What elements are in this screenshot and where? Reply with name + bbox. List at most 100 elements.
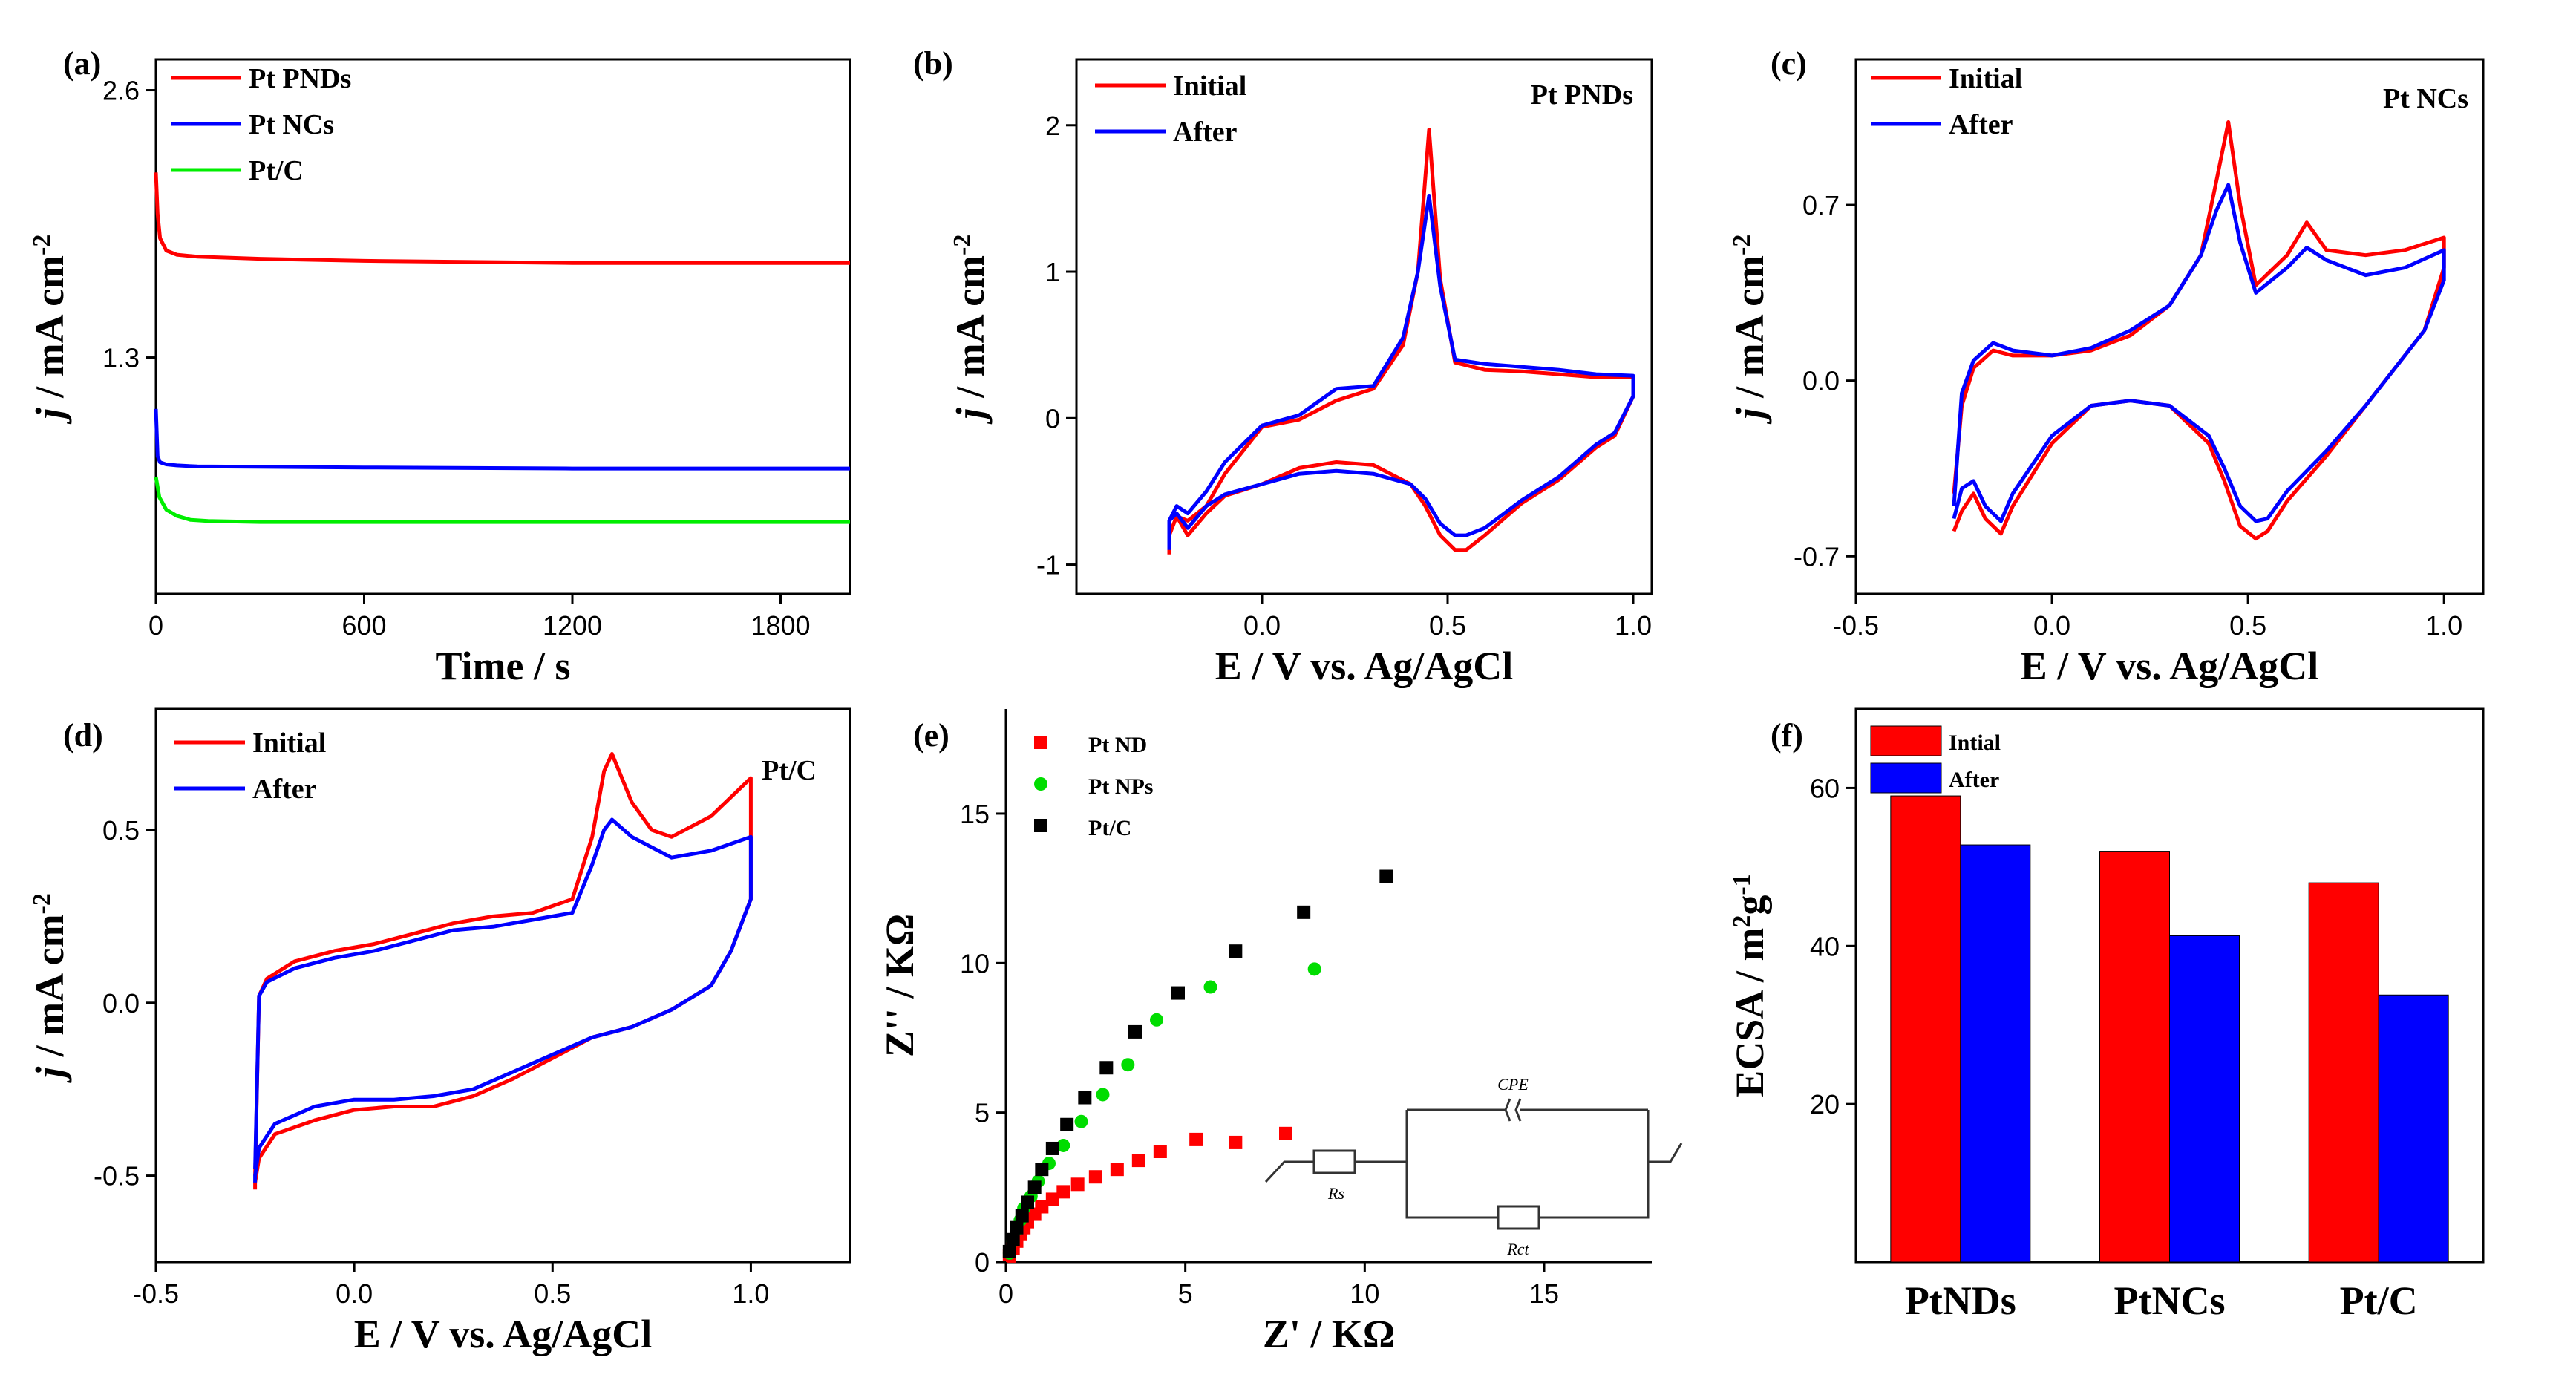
x-axis-label-4: Z' / KΩ xyxy=(1263,1312,1395,1356)
y-tick-label-2-2: 0.7 xyxy=(1802,190,1840,220)
y-tick-label-1-0: -1 xyxy=(1036,550,1060,581)
legend-label-5-1: After xyxy=(1949,768,1999,792)
point-pt-c-3 xyxy=(1015,1209,1029,1223)
y-label-part: ECSA / m xyxy=(1727,928,1772,1097)
y-tick-label-2-1: 0.0 xyxy=(1802,366,1840,396)
x-tick-label-1-1: 0.5 xyxy=(1429,610,1466,641)
y-label-sup: -2 xyxy=(28,235,56,255)
series-line-0-pt-ncs xyxy=(154,408,850,471)
x-axis-label-2: E / V vs. Ag/AgCl xyxy=(2021,644,2319,688)
series-line-3-initial xyxy=(253,752,753,1190)
legend-label-4-2: Pt/C xyxy=(1088,816,1131,840)
legend-label-4-1: Pt NPs xyxy=(1088,774,1153,799)
x-tick-label-0-2: 1200 xyxy=(543,610,602,641)
y-axis-label-4: Z'' / KΩ xyxy=(877,914,922,1057)
circuit-label-rct: Rct xyxy=(1506,1240,1529,1258)
legend-swatch-5-0 xyxy=(1870,725,1942,756)
y-tick-label-4-1: 5 xyxy=(975,1098,990,1128)
y-label-part: / mA cm xyxy=(1727,255,1772,408)
resistor-rs xyxy=(1312,1149,1356,1174)
y-tick-label-3-2: 0.5 xyxy=(102,815,140,846)
y-label-sup: -2 xyxy=(949,235,976,255)
point-pt-c-10 xyxy=(1099,1061,1114,1075)
chart-panel-a: (a) Pt PNDs Pt NCs Pt/C 0 600 1200 1800 1.3 2.6 Ti… xyxy=(27,45,851,688)
circuit-wire xyxy=(1539,1110,1650,1219)
point-pt-nd-8 xyxy=(1045,1192,1059,1206)
y-label-italic: j xyxy=(27,407,72,425)
plot-frame-1 xyxy=(1075,58,1653,595)
point-pt-nps-8 xyxy=(1056,1138,1070,1152)
legend-label-2-0: Initial xyxy=(1949,63,2022,94)
point-pt-nd-9 xyxy=(1056,1185,1070,1199)
point-pt-c-2 xyxy=(1010,1220,1024,1235)
legend-label-1-0: Initial xyxy=(1173,71,1246,102)
y-tick-label-5-0: 20 xyxy=(1810,1089,1840,1120)
y-axis-label-1: j / mA cm-2 xyxy=(948,235,993,425)
y-tick-label-2-0: -0.7 xyxy=(1794,541,1840,572)
x-tick-label-3-2: 0.5 xyxy=(534,1278,571,1309)
circuit-wire xyxy=(1264,1160,1286,1183)
bar-pt-c-after xyxy=(2378,994,2449,1263)
bar-pt-c-intial xyxy=(2308,882,2379,1263)
circuit-label-rs: Rs xyxy=(1327,1184,1344,1203)
point-pt-c-13 xyxy=(1229,944,1243,958)
point-pt-c-7 xyxy=(1045,1141,1059,1155)
y-label-italic: j xyxy=(1727,407,1772,425)
bar-ptncs-after xyxy=(2169,935,2240,1263)
panel-sample-label-2: Pt NCs xyxy=(2383,83,2468,114)
point-pt-nd-10 xyxy=(1070,1177,1085,1192)
point-pt-nps-10 xyxy=(1096,1088,1110,1102)
y-tick-label-5-1: 40 xyxy=(1810,931,1840,961)
x-tick-label-1-2: 1.0 xyxy=(1615,610,1652,641)
legend-marker-0 xyxy=(1034,736,1047,749)
point-pt-nps-13 xyxy=(1203,980,1217,994)
point-pt-c-1 xyxy=(1006,1232,1020,1246)
x-axis-label-0: Time / s xyxy=(435,644,570,688)
legend-marker-2 xyxy=(1034,819,1047,832)
y-tick-label-5-2: 60 xyxy=(1810,773,1840,803)
point-pt-nps-9 xyxy=(1074,1114,1088,1128)
point-pt-c-5 xyxy=(1027,1180,1042,1194)
chart-panel-c: (c) Initial After -0.5 0.0 0.5 1.0 -0.7 0.0 0.7 E … xyxy=(1727,45,2485,688)
y-label-italic: j xyxy=(27,1066,72,1084)
point-pt-nps-11 xyxy=(1121,1058,1135,1072)
panel-label-0: (a) xyxy=(63,45,101,82)
y-label-sup: -2 xyxy=(28,893,56,914)
resistor-rct xyxy=(1497,1205,1540,1230)
point-pt-nps-14 xyxy=(1307,962,1321,976)
point-pt-nd-14 xyxy=(1153,1145,1167,1158)
x-tick-label-3-1: 0.0 xyxy=(336,1278,373,1309)
series-line-2-initial xyxy=(1952,120,2446,541)
x-tick-label-0-0: 0 xyxy=(148,610,163,641)
x-tick-label-4-0: 0 xyxy=(998,1278,1013,1309)
legend-label-0-0: Pt PNDs xyxy=(249,63,351,94)
y-label-sup: -1 xyxy=(1728,874,1756,895)
y-label-part: / mA cm xyxy=(948,255,993,408)
point-pt-nd-12 xyxy=(1110,1163,1124,1177)
y-tick-label-1-2: 1 xyxy=(1045,257,1060,287)
point-pt-nd-11 xyxy=(1088,1170,1102,1184)
chart-panel-b: (b) Initial After 0.0 0.5 1.0 -1 0 1 2 E / V vs. A… xyxy=(913,45,1653,688)
panel-label-5: (f) xyxy=(1771,717,1803,754)
point-pt-nd-13 xyxy=(1131,1154,1145,1168)
x-tick-label-3-0: -0.5 xyxy=(133,1278,179,1309)
y-tick-label-4-2: 10 xyxy=(960,948,990,978)
legend-label-0-2: Pt/C xyxy=(249,155,304,186)
panel-sample-label-1: Pt PNDs xyxy=(1531,79,1633,111)
x-tick-label-2-0: -0.5 xyxy=(1833,610,1879,641)
y-axis-label-3: j / mA cm-2 xyxy=(27,893,72,1084)
legend-swatch-5-1 xyxy=(1870,762,1942,794)
point-pt-c-14 xyxy=(1297,905,1311,919)
panel-label-3: (d) xyxy=(63,717,103,754)
x-axis-label-3: E / V vs. Ag/AgCl xyxy=(354,1312,653,1356)
cpe-element xyxy=(1504,1098,1522,1122)
point-pt-nd-7 xyxy=(1035,1200,1049,1214)
bar-ptnds-intial xyxy=(1890,795,1961,1263)
point-pt-c-0 xyxy=(1002,1244,1016,1258)
chart-panel-f: (f) PtNDs PtNCs Pt/C 20 40 60 Intial After ECSA /… xyxy=(1727,707,2485,1323)
y-axis-label-2: j / mA cm-2 xyxy=(1727,235,1772,425)
point-pt-c-15 xyxy=(1379,869,1393,883)
series-line-0-pt-pnds xyxy=(154,172,850,265)
